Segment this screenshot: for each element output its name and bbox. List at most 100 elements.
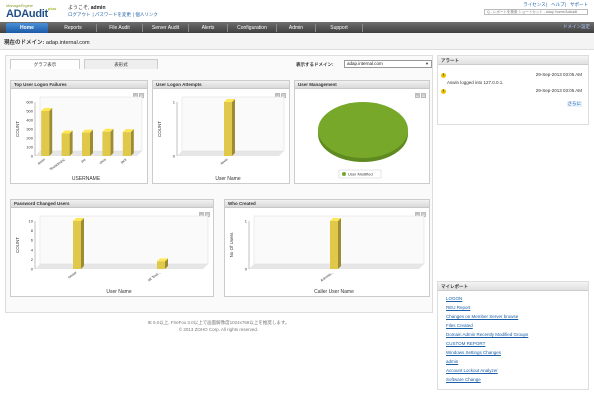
- report-link[interactable]: Software Change: [446, 377, 481, 382]
- y-tick-label: 8: [31, 228, 34, 233]
- x-axis-label: User Name: [215, 176, 241, 182]
- license-link[interactable]: ライセンス: [523, 2, 546, 7]
- y-axis-label: No Of Users: [229, 232, 234, 258]
- logout-link[interactable]: ログアウト: [68, 12, 91, 17]
- tab-support[interactable]: Support: [330, 25, 348, 31]
- panel-title: Who Created: [225, 200, 429, 208]
- tab-separator: [188, 24, 189, 32]
- bar-side: [165, 258, 168, 269]
- tab-server-audit[interactable]: Server Audit: [151, 25, 180, 31]
- y-tick-label: 0: [245, 267, 248, 272]
- chart-floor: [35, 264, 208, 269]
- y-tick-label: 6: [31, 238, 34, 243]
- y-tick-label: 100: [26, 145, 33, 150]
- alert-time: 29-Sep-2013 03:05 AM: [535, 72, 582, 77]
- chart-back-wall: [39, 215, 209, 265]
- alerts-title: アラート: [438, 56, 588, 65]
- tab-graph-view[interactable]: グラフ表示: [10, 59, 80, 69]
- warning-icon: !: [441, 73, 446, 78]
- panel-title: Password Changed Users: [11, 200, 213, 208]
- y-tick-label: 500: [26, 109, 33, 114]
- bar: [122, 132, 131, 156]
- panel-password-changed-users: Password Changed Users ↻ □ 0 2 4 6 8 10 COUNT ne…: [10, 199, 214, 297]
- tab-separator: [276, 24, 277, 32]
- search-input[interactable]: Q - レポートを検索 ショートカット - adap /home/Adaudit: [484, 9, 588, 15]
- my-reports-panel: マイレポート LOGON REU Report Changes on Membe…: [437, 281, 589, 390]
- welcome-text: ようこそ, admin: [68, 4, 106, 11]
- adaudit-logo[interactable]: ADAudit: [6, 8, 48, 20]
- bar-side: [232, 99, 235, 156]
- panel-top-user-logon-failures: Top User Logon Failures ↻ □ 0 100 200 300 400…: [10, 80, 148, 184]
- report-link[interactable]: Changes on Member Server browse: [446, 314, 519, 319]
- account-links: ログアウト | パスワードを変更 | 個人リンク: [68, 12, 158, 17]
- report-link[interactable]: admin: [446, 359, 459, 364]
- current-domain-label: 現在のドメイン:: [4, 40, 45, 46]
- report-link[interactable]: Windows Settings Changes: [446, 350, 502, 355]
- legend-label: User Modified: [348, 172, 373, 177]
- tab-configuration[interactable]: Configuration: [237, 25, 267, 31]
- bar-side: [110, 128, 114, 156]
- x-tick-label: asvin: [37, 158, 46, 166]
- y-tick-label: 0: [31, 154, 34, 159]
- x-tick-label: jack: [119, 157, 127, 165]
- tab-alerts[interactable]: Alerts: [201, 25, 215, 31]
- report-link[interactable]: LOGON: [446, 296, 463, 301]
- domain-select-value: adap.internal.com: [347, 61, 383, 66]
- bar: [73, 221, 81, 269]
- bar-top: [61, 130, 73, 134]
- logo-plus-text: plus: [48, 6, 57, 11]
- tab-home[interactable]: Home: [6, 23, 48, 33]
- help-link[interactable]: ヘルプ: [551, 2, 565, 7]
- y-tick-label: 0: [31, 267, 34, 272]
- tab-separator: [96, 24, 97, 32]
- y-tick-label: 400: [26, 118, 33, 123]
- report-link[interactable]: Files Created: [446, 323, 473, 328]
- dashboard: グラフ表示 表形式 表示するドメイン: adap.internal.com ▼ …: [5, 55, 433, 313]
- y-tick-label: 0: [173, 154, 176, 159]
- alert-message[interactable]: Aswin logged into 127.0.0.1.: [447, 80, 504, 85]
- change-password-link[interactable]: パスワードを変更: [94, 12, 131, 17]
- personal-link[interactable]: 個人リンク: [135, 12, 158, 17]
- bar: [61, 133, 70, 156]
- user-management-pie-chart: User Modified: [318, 102, 408, 179]
- bar-side: [49, 108, 53, 156]
- tab-admin[interactable]: Admin: [288, 25, 304, 31]
- y-axis-label: COUNT: [15, 121, 20, 137]
- tab-file-audit[interactable]: File Audit: [109, 25, 130, 31]
- x-axis-label: User Name: [106, 289, 132, 295]
- tab-table-view[interactable]: 表形式: [84, 59, 158, 69]
- legend-swatch: [342, 172, 346, 176]
- warning-icon: !: [441, 89, 446, 94]
- maximize-icon[interactable]: □: [421, 93, 426, 98]
- bar-top: [82, 129, 93, 133]
- domain-select[interactable]: adap.internal.com ▼: [344, 60, 432, 68]
- tab-reports[interactable]: Reports: [64, 25, 82, 31]
- bar-side: [81, 218, 84, 269]
- report-link[interactable]: Domain Admin Recently Modified Groups: [446, 332, 529, 337]
- domain-settings-link[interactable]: ドメイン設定: [563, 24, 590, 29]
- bar-top: [157, 258, 168, 262]
- panel-title: Top User Logon Failures: [11, 81, 147, 89]
- report-link[interactable]: REU Report: [446, 305, 471, 310]
- chevron-down-icon: ▼: [425, 61, 429, 66]
- y-tick-label: 10: [29, 219, 34, 224]
- bar-side: [130, 129, 134, 156]
- report-link[interactable]: Account Lockout Analyzer: [446, 368, 498, 373]
- tab-separator: [227, 24, 228, 32]
- pie-legend: [338, 169, 382, 179]
- current-domain-value: adap.internal.com: [45, 40, 90, 46]
- y-tick-label: 4: [31, 247, 34, 252]
- x-tick-label: Adminis...: [320, 271, 335, 283]
- support-top-link[interactable]: サポート: [570, 2, 588, 7]
- my-reports-title: マイレポート: [438, 282, 588, 291]
- refresh-icon[interactable]: ↻: [415, 93, 420, 98]
- report-link[interactable]: CUSTOM REPORT: [446, 341, 486, 346]
- bar-top: [224, 99, 235, 102]
- password-changed-chart: 0 2 4 6 8 10 COUNT nester alt Testi... User Name: [15, 215, 209, 295]
- tab-separator: [315, 24, 316, 32]
- who-created-chart: 0 1 No Of Users Adminis... Caller User Name: [229, 215, 425, 295]
- bar: [41, 111, 50, 156]
- y-tick-label: 200: [26, 136, 33, 141]
- logon-failures-chart: 0 100 200 300 400 500 600 COUNT asvin TestadminC j…: [15, 96, 143, 182]
- more-alerts-link[interactable]: さらに: [566, 101, 582, 107]
